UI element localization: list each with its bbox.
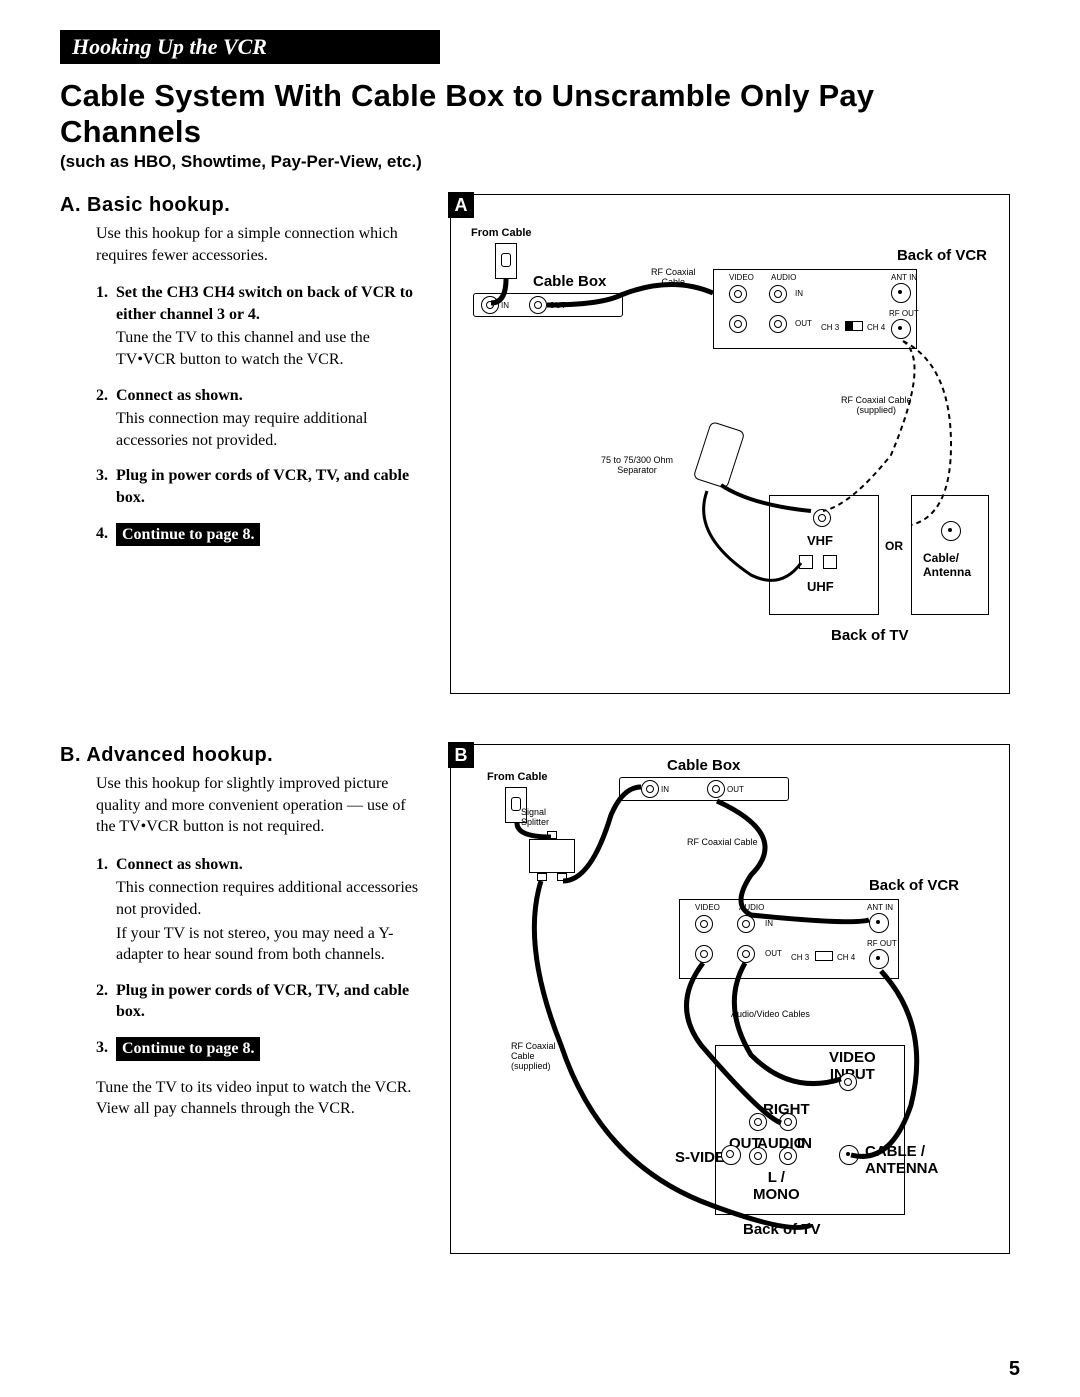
step-a1: Set the CH3 CH4 switch on back of VCR to… <box>96 282 420 370</box>
label-b-antin: ANT IN <box>867 903 893 912</box>
section-b-lead: Use this hookup for slightly improved pi… <box>96 773 420 838</box>
section-b-tail: Tune the TV to its video input to watch … <box>96 1077 420 1120</box>
label-b-avcables: Audio/Video Cables <box>731 1009 810 1019</box>
step-b3: Continue to page 8. <box>96 1037 420 1061</box>
label-vcr-in: IN <box>795 289 803 298</box>
label-b-cableant: CABLE / ANTENNA <box>865 1143 938 1177</box>
label-b-video: VIDEO <box>695 903 720 912</box>
step-a1-title: Set the CH3 CH4 switch on back of VCR to… <box>116 284 413 323</box>
label-ch3: CH 3 <box>821 323 839 332</box>
label-rfout: RF OUT <box>889 309 919 318</box>
label-ch4: CH 4 <box>867 323 885 332</box>
diagram-a-badge: A <box>448 192 474 218</box>
step-a2-body: This connection may require additional a… <box>116 408 420 451</box>
step-a1-body: Tune the TV to this channel and use the … <box>116 327 420 370</box>
step-b2: Plug in power cords of VCR, TV, and cabl… <box>96 980 420 1023</box>
label-back-tv: Back of TV <box>831 627 909 644</box>
section-a-lead: Use this hookup for a simple connection … <box>96 223 420 266</box>
label-uhf: UHF <box>807 579 834 594</box>
label-b-vin: IN <box>765 919 773 928</box>
section-a-heading: A. Basic hookup. <box>60 194 420 217</box>
diagram-b: From Cable Cable Box IN OUT Signal Split… <box>450 744 1010 1254</box>
step-a3: Plug in power cords of VCR, TV, and cabl… <box>96 465 420 508</box>
step-a4: Continue to page 8. <box>96 523 420 547</box>
label-rf-coax: RF Coaxial Cable <box>651 267 696 287</box>
section-b-heading: B. Advanced hookup. <box>60 744 420 767</box>
step-b2-title: Plug in power cords of VCR, TV, and cabl… <box>116 982 409 1021</box>
page-title: Cable System With Cable Box to Unscrambl… <box>60 78 1020 150</box>
continue-link-b: Continue to page 8. <box>116 1037 260 1061</box>
label-b-backtv: Back of TV <box>743 1221 821 1238</box>
step-b1-body: This connection requires additional acce… <box>116 877 420 920</box>
label-b-inlbl: IN <box>797 1135 812 1152</box>
label-b-cbin: IN <box>661 785 669 794</box>
section-b: B. Advanced hookup. Use this hookup for … <box>60 744 1020 1254</box>
step-a3-title: Plug in power cords of VCR, TV, and cabl… <box>116 467 409 506</box>
label-audio: AUDIO <box>771 273 796 282</box>
label-video: VIDEO <box>729 273 754 282</box>
label-b-lmono: L / MONO <box>753 1169 800 1203</box>
label-vcr-out: OUT <box>795 319 812 328</box>
step-b1-title: Connect as shown. <box>116 856 243 873</box>
label-in: IN <box>501 301 509 310</box>
label-b-cablebox: Cable Box <box>667 757 740 774</box>
label-back-vcr: Back of VCR <box>897 247 987 264</box>
page-number: 5 <box>1009 1358 1020 1381</box>
section-header-bar: Hooking Up the VCR <box>60 30 440 64</box>
step-b1-body2: If your TV is not stereo, you may need a… <box>116 923 420 966</box>
label-rf-supplied: RF Coaxial Cable (supplied) <box>841 395 912 415</box>
label-b-audio: AUDIO <box>739 903 764 912</box>
label-b-rfcoax: RF Coaxial Cable <box>687 837 758 847</box>
label-b-rfsupplied: RF Coaxial Cable (supplied) <box>511 1041 556 1071</box>
diagram-b-badge: B <box>448 742 474 768</box>
label-out: OUT <box>549 301 566 310</box>
label-b-fromcable: From Cable <box>487 771 548 783</box>
label-or: OR <box>885 539 903 553</box>
label-b-backvcr: Back of VCR <box>869 877 959 894</box>
label-b-ch4: CH 4 <box>837 953 855 962</box>
label-cableant: Cable/ Antenna <box>923 551 971 579</box>
label-b-splitter: Signal Splitter <box>521 807 549 827</box>
continue-link-a: Continue to page 8. <box>116 523 260 547</box>
diagram-a: From Cable Cable Box IN OUT RF Coaxial C… <box>450 194 1010 694</box>
step-a2-title: Connect as shown. <box>116 387 243 404</box>
label-antin: ANT IN <box>891 273 917 282</box>
label-b-cbout: OUT <box>727 785 744 794</box>
step-a2: Connect as shown. This connection may re… <box>96 385 420 452</box>
label-b-ch3: CH 3 <box>791 953 809 962</box>
label-from-cable: From Cable <box>471 227 532 239</box>
step-b1: Connect as shown. This connection requir… <box>96 854 420 966</box>
page-subtitle: (such as HBO, Showtime, Pay-Per-View, et… <box>60 152 1020 172</box>
label-b-vout: OUT <box>765 949 782 958</box>
label-cable-box: Cable Box <box>533 273 606 290</box>
label-b-rfout: RF OUT <box>867 939 897 948</box>
label-vhf: VHF <box>807 533 833 548</box>
section-a: A. Basic hookup. Use this hookup for a s… <box>60 194 1020 694</box>
label-separator: 75 to 75/300 Ohm Separator <box>601 455 673 475</box>
